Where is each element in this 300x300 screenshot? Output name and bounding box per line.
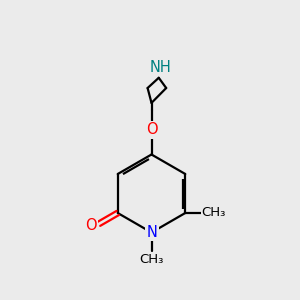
Text: O: O (85, 218, 96, 233)
Text: NH: NH (149, 60, 171, 75)
Text: N: N (147, 225, 158, 240)
Text: CH₃: CH₃ (202, 206, 226, 219)
Text: CH₃: CH₃ (139, 253, 164, 266)
Text: O: O (146, 122, 158, 137)
